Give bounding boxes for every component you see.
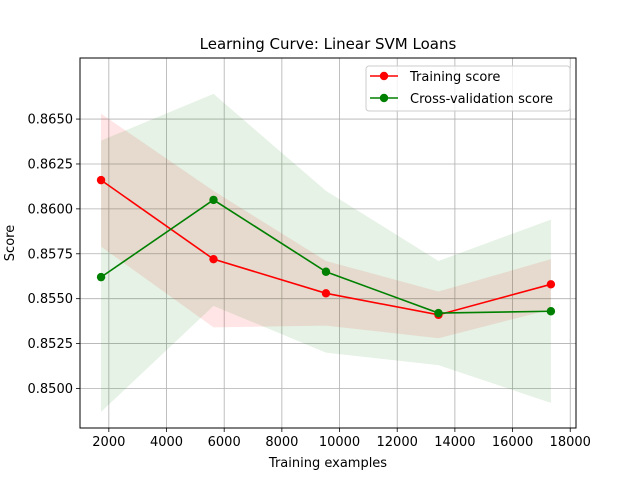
axis-ticks: 2000 4000 6000 8000 10000 12000 14000 16000 1800… <box>28 113 591 450</box>
y-tick-label: 0.8650 <box>28 113 74 128</box>
data-point <box>434 308 443 318</box>
data-point <box>546 280 556 289</box>
x-tick-label: 8000 <box>265 435 298 450</box>
grid-layer <box>80 58 576 428</box>
data-point <box>96 175 106 185</box>
x-tick-label: 2000 <box>92 435 125 450</box>
series-lines <box>96 175 556 320</box>
x-tick-label: 18000 <box>550 435 591 450</box>
x-tick-label: 12000 <box>377 435 418 450</box>
legend: Training score Cross-validation score <box>365 65 571 112</box>
x-tick-label: 14000 <box>434 435 475 450</box>
chart-title: Learning Curve: Linear SVM Loans <box>200 35 457 53</box>
legend-marker <box>379 93 389 103</box>
data-point <box>321 267 331 276</box>
confidence-band <box>101 93 551 412</box>
data-point <box>209 195 218 205</box>
y-tick-label: 0.8575 <box>28 247 74 262</box>
y-tick-label: 0.8550 <box>28 292 74 307</box>
y-tick-label: 0.8625 <box>28 157 74 172</box>
x-tick-label: 4000 <box>150 435 183 450</box>
y-tick-label: 0.8600 <box>28 202 74 217</box>
legend-label: Cross-validation score <box>410 92 553 107</box>
data-point <box>209 254 218 264</box>
legend-box <box>365 65 571 112</box>
x-tick-label: 6000 <box>208 435 241 450</box>
x-axis-label: Training examples <box>268 456 387 471</box>
axes-frame <box>79 57 577 429</box>
confidence-bands <box>101 93 551 412</box>
data-point <box>546 307 556 316</box>
legend-label: Training score <box>409 70 500 85</box>
y-tick-label: 0.8525 <box>28 337 74 352</box>
x-tick-label: 10000 <box>319 435 360 450</box>
y-tick-label: 0.8500 <box>28 382 74 397</box>
x-tick-label: 16000 <box>492 435 533 450</box>
legend-marker <box>379 71 389 81</box>
data-point <box>321 289 331 298</box>
y-axis-label: Score <box>3 225 18 261</box>
data-point <box>96 272 106 282</box>
confidence-band <box>101 113 551 339</box>
